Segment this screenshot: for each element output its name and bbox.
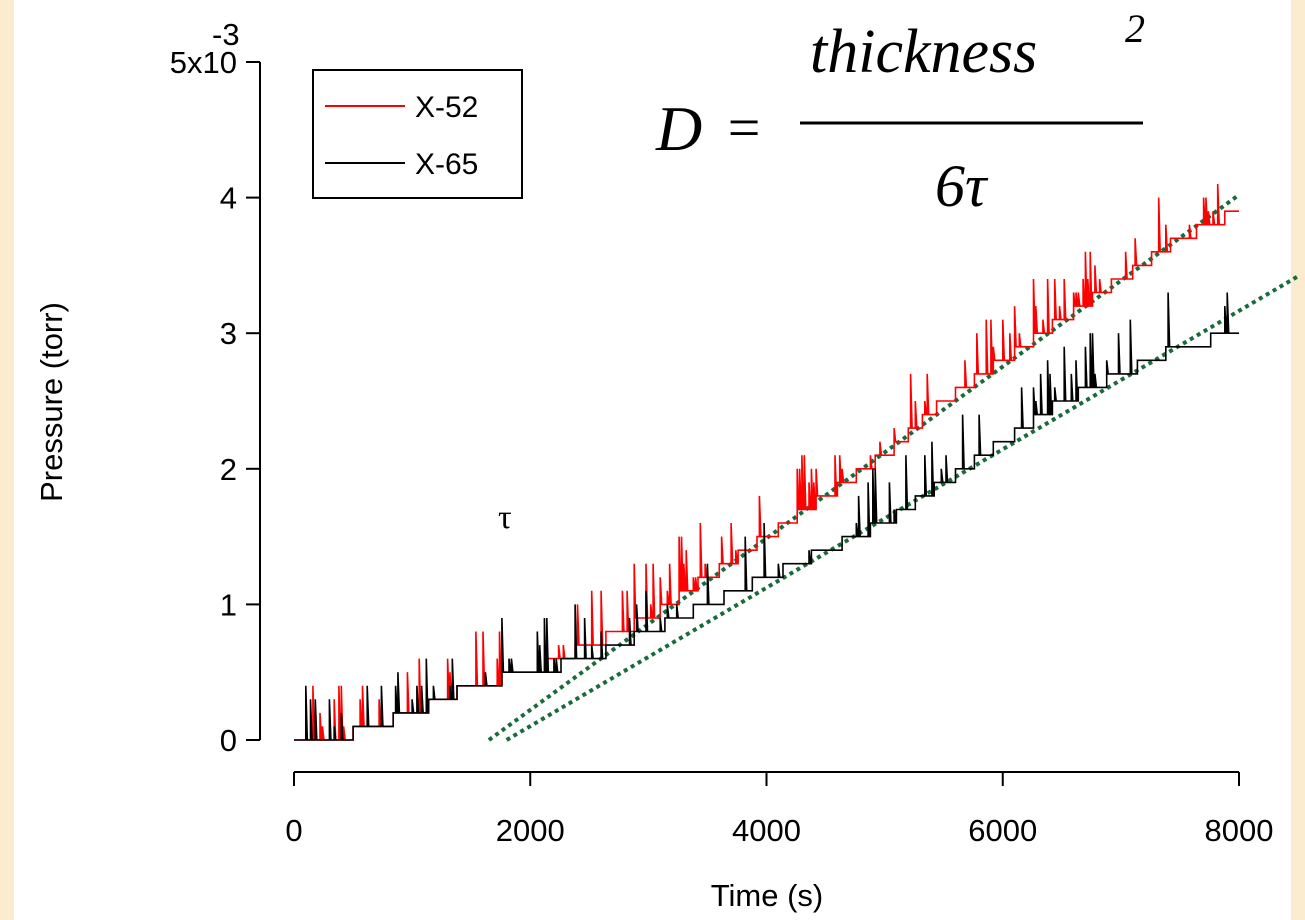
- series-lines: [294, 183, 1239, 741]
- x-tick-label: 8000: [1205, 813, 1274, 848]
- diffusion-equation: D = thickness 2 6τ: [655, 6, 1145, 219]
- fit-line-2: [505, 274, 1300, 742]
- fit-line-1: [487, 193, 1241, 742]
- series-line-x-65: [294, 292, 1239, 741]
- y-tick-label: 5x10: [170, 45, 237, 80]
- legend-label-x52: X-52: [415, 91, 478, 124]
- equation-exponent: 2: [1125, 6, 1145, 51]
- y-tick-label: 4: [220, 181, 237, 216]
- y-axis-title: Pressure (torr): [34, 302, 69, 502]
- series-line-x-52: [294, 183, 1239, 741]
- y-ticks: 0 1 2 3 4 5x10: [170, 45, 260, 758]
- tau-annotation: τ: [498, 499, 512, 536]
- right-border-strip: [1291, 0, 1305, 920]
- legend-label-x65: X-65: [415, 148, 478, 181]
- fit-lines: [487, 193, 1300, 742]
- y-tick-label: 2: [220, 452, 237, 487]
- x-ticks: 0 2000 4000 6000 8000: [285, 772, 1273, 848]
- x-axis-title: Time (s): [711, 878, 824, 913]
- y-tick-label: 1: [220, 587, 237, 622]
- legend-box: [312, 69, 523, 199]
- equation-lhs: D: [655, 93, 702, 164]
- left-border-strip: [0, 0, 14, 920]
- x-tick-label: 4000: [732, 813, 801, 848]
- y-tick-label: 0: [220, 723, 237, 758]
- y-tick-label: 3: [220, 316, 237, 351]
- x-tick-label: 0: [285, 813, 302, 848]
- x-tick-label: 2000: [496, 813, 565, 848]
- x-tick-label: 6000: [968, 813, 1037, 848]
- y-tick-exponent: -3: [212, 17, 240, 52]
- legend: X-52 X-65: [312, 69, 523, 199]
- equation-numerator: thickness: [810, 18, 1037, 86]
- equation-denominator: 6τ: [935, 153, 989, 219]
- equation-equals: =: [724, 95, 763, 160]
